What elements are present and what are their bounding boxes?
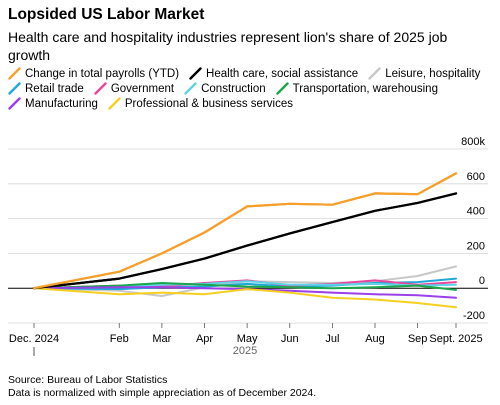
x-tick-label: Sep — [408, 333, 428, 345]
legend-item-professional-services: Professional & business services — [108, 96, 293, 111]
x-tick-label: Jul — [325, 333, 339, 345]
legend-swatch-icon — [8, 97, 21, 110]
legend-label: Manufacturing — [25, 97, 98, 110]
x-axis-title: 2025 — [233, 345, 257, 357]
chart-subtitle: Health care and hospitality industries r… — [8, 29, 448, 63]
legend-swatch-line — [108, 97, 121, 110]
legend-label: Transportation, warehousing — [292, 82, 438, 95]
legend-label: Professional & business services — [124, 97, 293, 110]
chart-footer: Source: Bureau of Labor Statistics Data … — [8, 374, 316, 399]
legend-swatch — [368, 67, 381, 80]
legend-swatch — [275, 82, 289, 95]
legend-item-total-payrolls: Change in total payrolls (YTD) — [8, 66, 179, 81]
legend-swatch — [94, 82, 107, 95]
y-tick-label: 800k — [461, 136, 485, 148]
legend-label: Change in total payrolls (YTD) — [25, 67, 180, 80]
legend-swatch — [8, 67, 21, 80]
y-tick-label: 0 — [479, 275, 485, 287]
x-tick-label: May — [237, 333, 258, 345]
legend-swatch — [8, 97, 21, 110]
x-tick-label: Mar — [152, 333, 171, 345]
legend-swatch-line — [275, 82, 289, 95]
x-tick-label: Dec. 2024 — [9, 333, 59, 345]
x-tick-label: Apr — [196, 333, 213, 345]
series-line-highlight — [32, 192, 458, 290]
legend-label: Construction — [201, 82, 266, 95]
legend-row: Manufacturing Professional & business se… — [8, 96, 498, 111]
y-tick-label: 200 — [467, 240, 485, 252]
series-line-professional-business-services — [33, 287, 457, 309]
x-tick-label: Jun — [281, 333, 299, 345]
legend-row: Retail trade Government Construction Tra… — [8, 81, 498, 96]
series-line-construction — [33, 280, 457, 290]
x-tick-label: Aug — [365, 333, 385, 345]
x-tick-label: Sept. 2025 — [429, 333, 482, 345]
series-line-transportation-warehousing — [33, 282, 457, 291]
legend-swatch — [8, 82, 21, 95]
source-note: Source: Bureau of Labor Statistics — [8, 374, 168, 386]
normalization-note: Data is normalized with simple appreciat… — [8, 386, 317, 399]
x-tick-label: Feb — [110, 333, 129, 345]
legend-item-health-care: Health care, social assistance — [189, 66, 358, 81]
legend-swatch-icon — [189, 67, 202, 80]
legend-swatch-line — [8, 67, 21, 80]
legend-item-transportation: Transportation, warehousing — [275, 81, 438, 96]
legend-item-manufacturing: Manufacturing — [8, 96, 98, 111]
legend-label: Leisure, hospitality — [385, 67, 481, 80]
legend-swatch-icon — [94, 82, 107, 95]
legend-swatch-line — [189, 67, 202, 80]
chart-title: Lopsided US Labor Market — [8, 6, 205, 23]
legend-swatch-line — [94, 82, 107, 95]
legend-swatch-icon — [8, 67, 21, 80]
legend-swatch-line — [8, 97, 21, 110]
legend-swatch-line — [184, 82, 197, 95]
legend-swatch-line — [368, 67, 381, 80]
legend-label: Retail trade — [25, 82, 84, 95]
legend-swatch-line — [8, 82, 21, 95]
series-line-change-in-total-payrolls-ytd — [32, 172, 458, 290]
chart-legend: Change in total payrolls (YTD) Health ca… — [8, 66, 498, 111]
legend-swatch-icon — [368, 67, 381, 80]
legend-row: Change in total payrolls (YTD) Health ca… — [8, 66, 498, 81]
legend-swatch — [184, 82, 197, 95]
y-tick-label: 400 — [467, 206, 485, 218]
legend-swatch-icon — [184, 82, 197, 95]
legend-swatch — [108, 97, 121, 110]
series-line-highlight — [32, 172, 458, 290]
legend-item-retail-trade: Retail trade — [8, 81, 84, 96]
y-tick-label: 600 — [467, 171, 485, 183]
legend-item-construction: Construction — [184, 81, 266, 96]
legend-label: Health care, social assistance — [206, 67, 359, 80]
legend-item-government: Government — [94, 81, 174, 96]
legend-label: Government — [110, 82, 175, 95]
legend-swatch — [189, 67, 202, 80]
legend-swatch-icon — [108, 97, 121, 110]
y-tick-label: -200 — [463, 310, 485, 322]
legend-item-leisure-hospitality: Leisure, hospitality — [368, 66, 480, 81]
legend-swatch-icon — [8, 82, 21, 95]
legend-swatch-icon — [275, 82, 289, 95]
